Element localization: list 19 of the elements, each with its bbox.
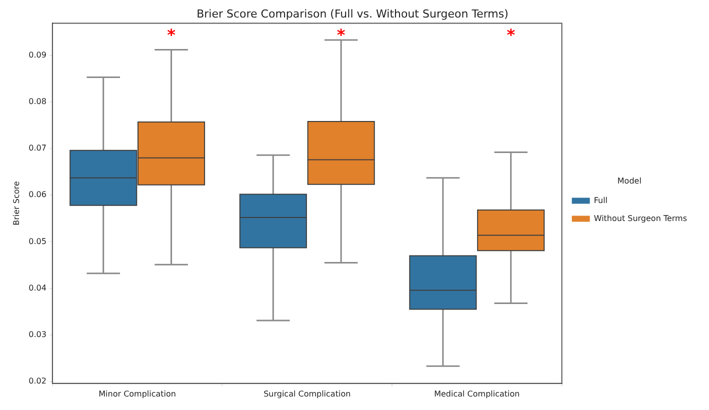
y-tick-label: 0.05 [28,236,46,246]
y-axis-title: Brier Score [12,181,21,226]
legend-label: Full [594,196,608,205]
y-tick-label: 0.06 [28,190,46,200]
y-tick-label: 0.07 [28,144,46,153]
annotation: * [167,25,176,44]
x-tick-label: Medical Complication [434,389,520,398]
y-tick-label: 0.09 [28,50,46,60]
y-tick-label: 0.02 [28,376,46,386]
y-tick-label: 0.03 [28,330,46,340]
y-tick-label: 0.04 [28,283,46,292]
x-tick-label: Minor Complication [98,389,176,398]
annotation: * [336,25,346,44]
chart-title: Brier Score Comparison (Full vs. Without Surgeon Terms) [196,7,508,20]
legend-label: Without Surgeon Terms [594,214,687,223]
annotation: * [506,25,516,44]
y-tick-label: 0.08 [28,97,46,106]
legend-title: Model [617,176,642,186]
x-tick-label: Surgical Complication [264,389,351,398]
